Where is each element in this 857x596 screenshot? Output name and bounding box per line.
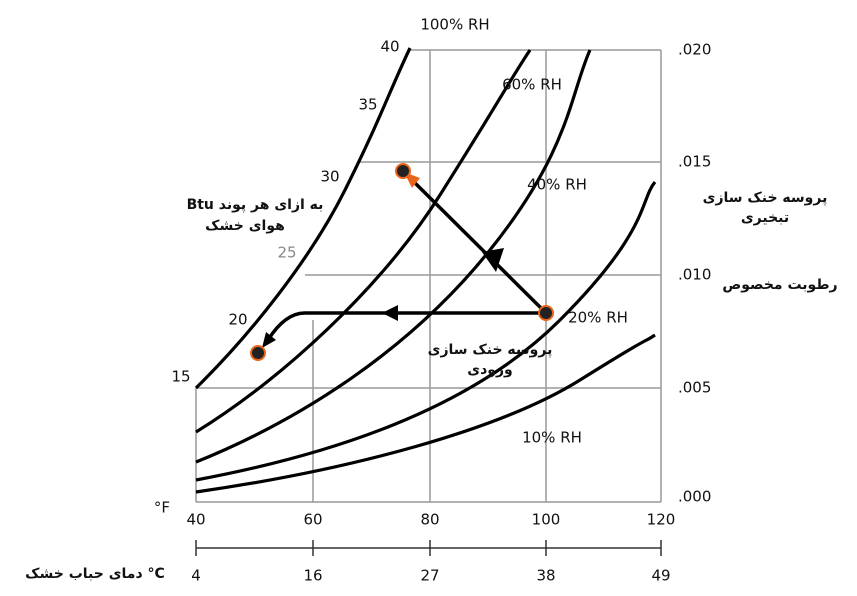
rh-label: 100% RH <box>420 16 489 34</box>
grid <box>195 49 662 503</box>
f-label: 40 <box>186 511 205 529</box>
rh-label: 10% RH <box>522 429 582 447</box>
state-point <box>250 345 266 361</box>
arrow-head <box>482 248 504 272</box>
wet-bulb-label: 25 <box>277 244 296 262</box>
wet-bulb-label: 30 <box>320 168 339 186</box>
y-title: رطوبت مخصوص <box>722 277 837 293</box>
c-label: 27 <box>420 567 439 585</box>
c-label: 38 <box>536 567 555 585</box>
annotation: Btu به ازای هر پوند <box>187 197 324 213</box>
inlet-line <box>266 311 546 341</box>
annotation: هوای خشک <box>205 218 285 234</box>
f-label: 60 <box>303 511 322 529</box>
wet-bulb-label: 40 <box>380 38 399 56</box>
rh-curve <box>195 333 656 494</box>
c-label: 4 <box>191 567 201 585</box>
state-point <box>538 305 554 321</box>
labels: 100% RH 60% RH 40% RH 20% RH 10% RH 40 3… <box>25 16 837 585</box>
evaporative-line <box>408 176 548 315</box>
rh-label: 40% RH <box>527 176 587 194</box>
wet-bulb-label: 20 <box>228 311 247 329</box>
y-label: .000 <box>678 488 711 506</box>
c-axis <box>195 540 662 556</box>
rh-curve <box>194 47 412 390</box>
f-label: 120 <box>647 511 676 529</box>
y-label: .015 <box>678 153 711 171</box>
state-point <box>395 163 411 179</box>
c-label: 16 <box>303 567 322 585</box>
y-label: .005 <box>678 379 711 397</box>
rh-curve <box>195 180 657 482</box>
annotation: پروسه خنک سازی <box>428 342 553 358</box>
wet-bulb-label: 15 <box>171 368 190 386</box>
rh-label: 60% RH <box>502 76 562 94</box>
rh-curves <box>194 47 657 494</box>
unit-c: دمای حباب خشک °C <box>25 566 165 582</box>
annotation: تبخیری <box>741 210 789 226</box>
rh-curve <box>195 49 592 464</box>
c-label: 49 <box>651 567 670 585</box>
annotation: پروسه خنک سازی <box>703 190 828 206</box>
rh-label: 20% RH <box>568 309 628 327</box>
arrow-head <box>262 332 276 348</box>
arrow-head <box>382 305 398 321</box>
rh-curve <box>195 49 532 434</box>
processes <box>250 163 554 361</box>
wet-bulb-label: 35 <box>358 96 377 114</box>
f-label: 80 <box>420 511 439 529</box>
y-label: .010 <box>678 266 711 284</box>
annotation: ورودی <box>467 362 512 378</box>
unit-f: °F <box>154 499 170 517</box>
f-label: 100 <box>532 511 561 529</box>
y-label: .020 <box>678 41 711 59</box>
